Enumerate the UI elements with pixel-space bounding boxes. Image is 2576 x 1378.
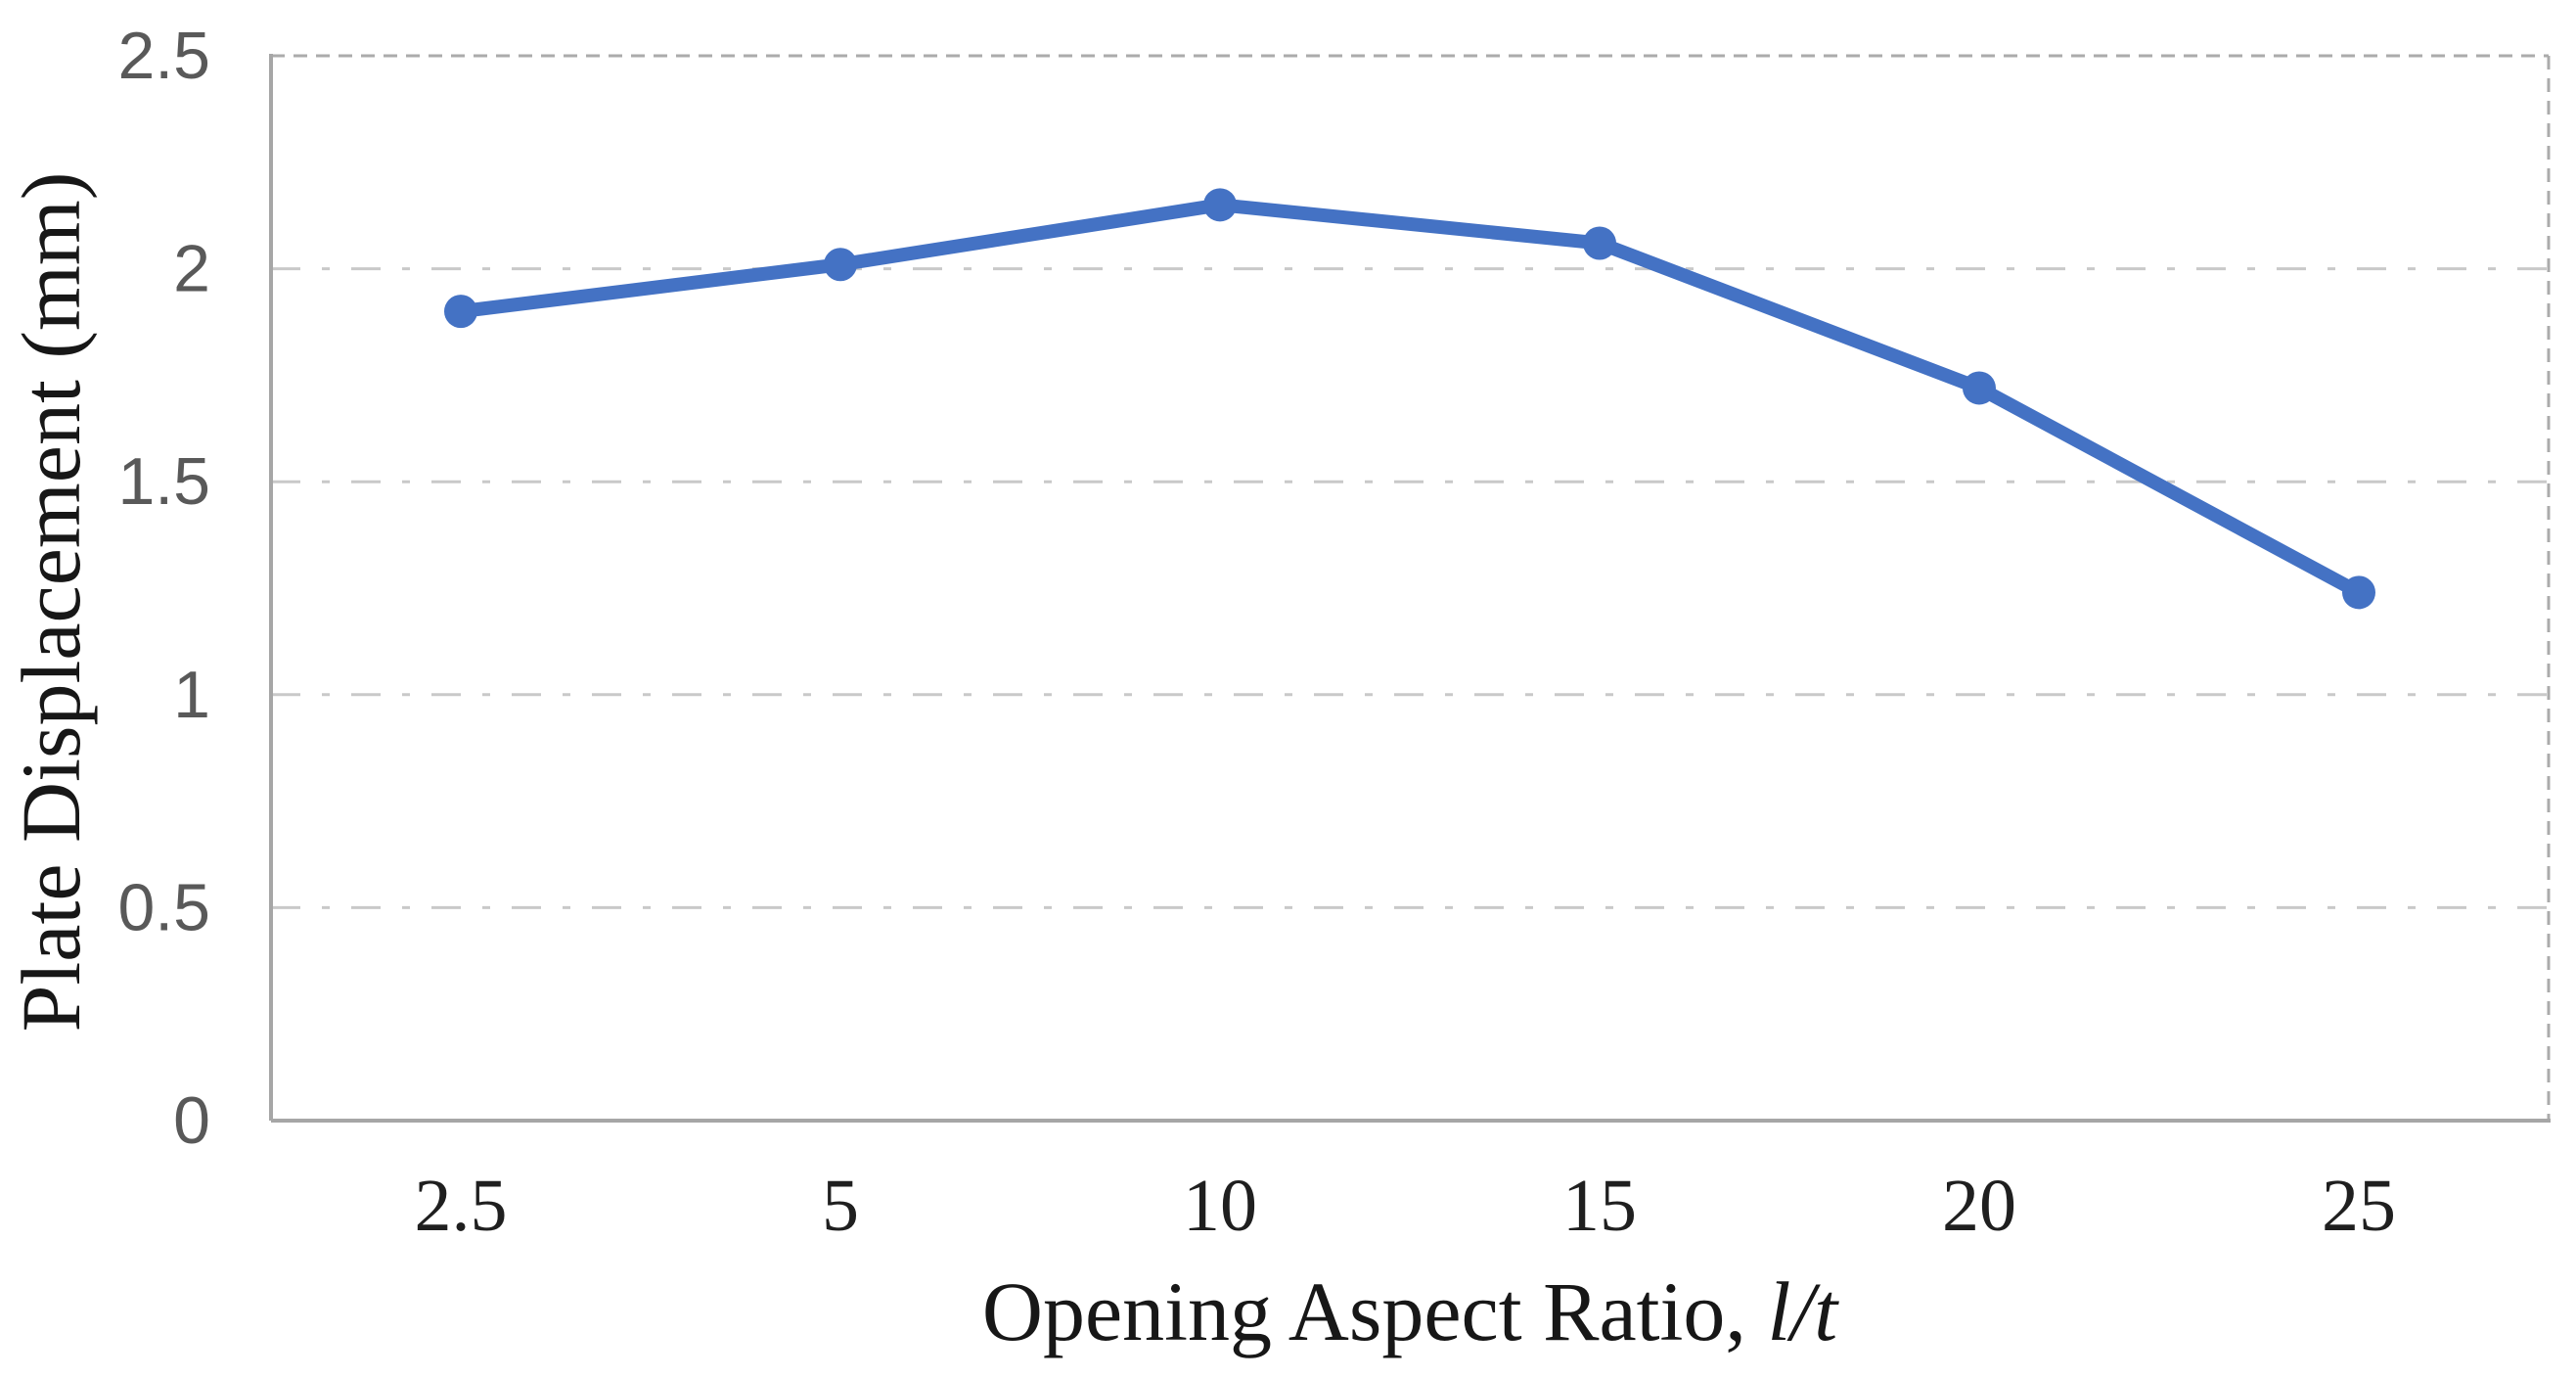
y-tick-label: 2	[173, 232, 210, 306]
data-point-marker	[824, 248, 857, 282]
x-tick-label: 2.5	[415, 1165, 508, 1247]
y-tick-label: 0	[173, 1083, 210, 1158]
y-tick-label: 2.5	[117, 19, 210, 93]
x-axis-title-text: Opening Aspect Ratio,	[981, 1264, 1768, 1358]
data-point-marker	[444, 295, 477, 329]
x-axis-title-italic-symbol: l/t	[1767, 1264, 1838, 1358]
data-point-marker	[1963, 371, 1996, 405]
x-tick-label: 25	[2322, 1165, 2396, 1247]
x-tick-label: 5	[822, 1165, 859, 1247]
series-line	[454, 198, 2366, 600]
y-axis-title: Plate Displacement (mm)	[4, 171, 98, 1033]
x-tick-label: 20	[1942, 1165, 2016, 1247]
x-axis-title: Opening Aspect Ratio, l/t	[982, 1263, 1837, 1360]
x-tick-label: 10	[1183, 1165, 1257, 1247]
y-tick-label: 1	[173, 658, 210, 732]
data-point-marker	[1583, 226, 1616, 260]
y-tick-label: 1.5	[117, 444, 210, 519]
y-tick-label: 0.5	[117, 870, 210, 944]
data-point-marker	[1203, 188, 1237, 222]
data-point-marker	[2342, 575, 2375, 610]
x-tick-label: 15	[1562, 1165, 1637, 1247]
